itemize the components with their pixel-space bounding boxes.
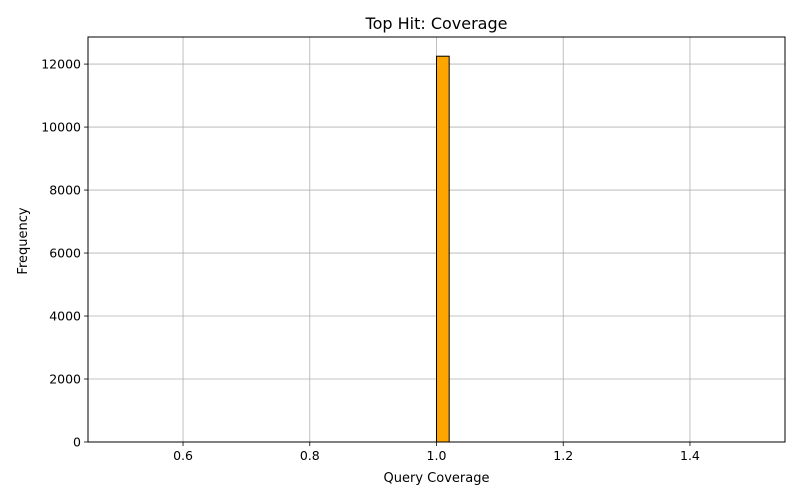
y-tick-label-1: 2000 (49, 372, 81, 387)
x-tick-label-4: 1.4 (680, 448, 700, 463)
x-axis-label: Query Coverage (384, 471, 490, 486)
x-axis: 0.6 0.8 1.0 1.2 1.4 (173, 442, 700, 463)
plot-area: 0.6 0.8 1.0 1.2 1.4 0 2000 4000 6000 8000 10000 12… (41, 36, 786, 463)
bar-bin-25 (436, 55, 450, 443)
x-tick-label-0: 0.6 (173, 448, 193, 463)
x-tick-label-3: 1.2 (553, 448, 573, 463)
chart-title: Top Hit: Coverage (365, 14, 508, 33)
x-tick-label-1: 0.8 (300, 448, 320, 463)
y-tick-label-2: 4000 (49, 309, 81, 324)
y-tick-label-3: 6000 (49, 246, 81, 261)
y-tick-label-4: 8000 (49, 183, 81, 198)
x-tick-label-2: 1.0 (427, 448, 447, 463)
y-axis: 0 2000 4000 6000 8000 10000 12000 (41, 57, 88, 450)
y-tick-label-6: 12000 (41, 57, 81, 72)
y-axis-label: Frequency (16, 207, 31, 274)
y-tick-label-5: 10000 (41, 120, 81, 135)
y-tick-label-0: 0 (73, 435, 81, 450)
